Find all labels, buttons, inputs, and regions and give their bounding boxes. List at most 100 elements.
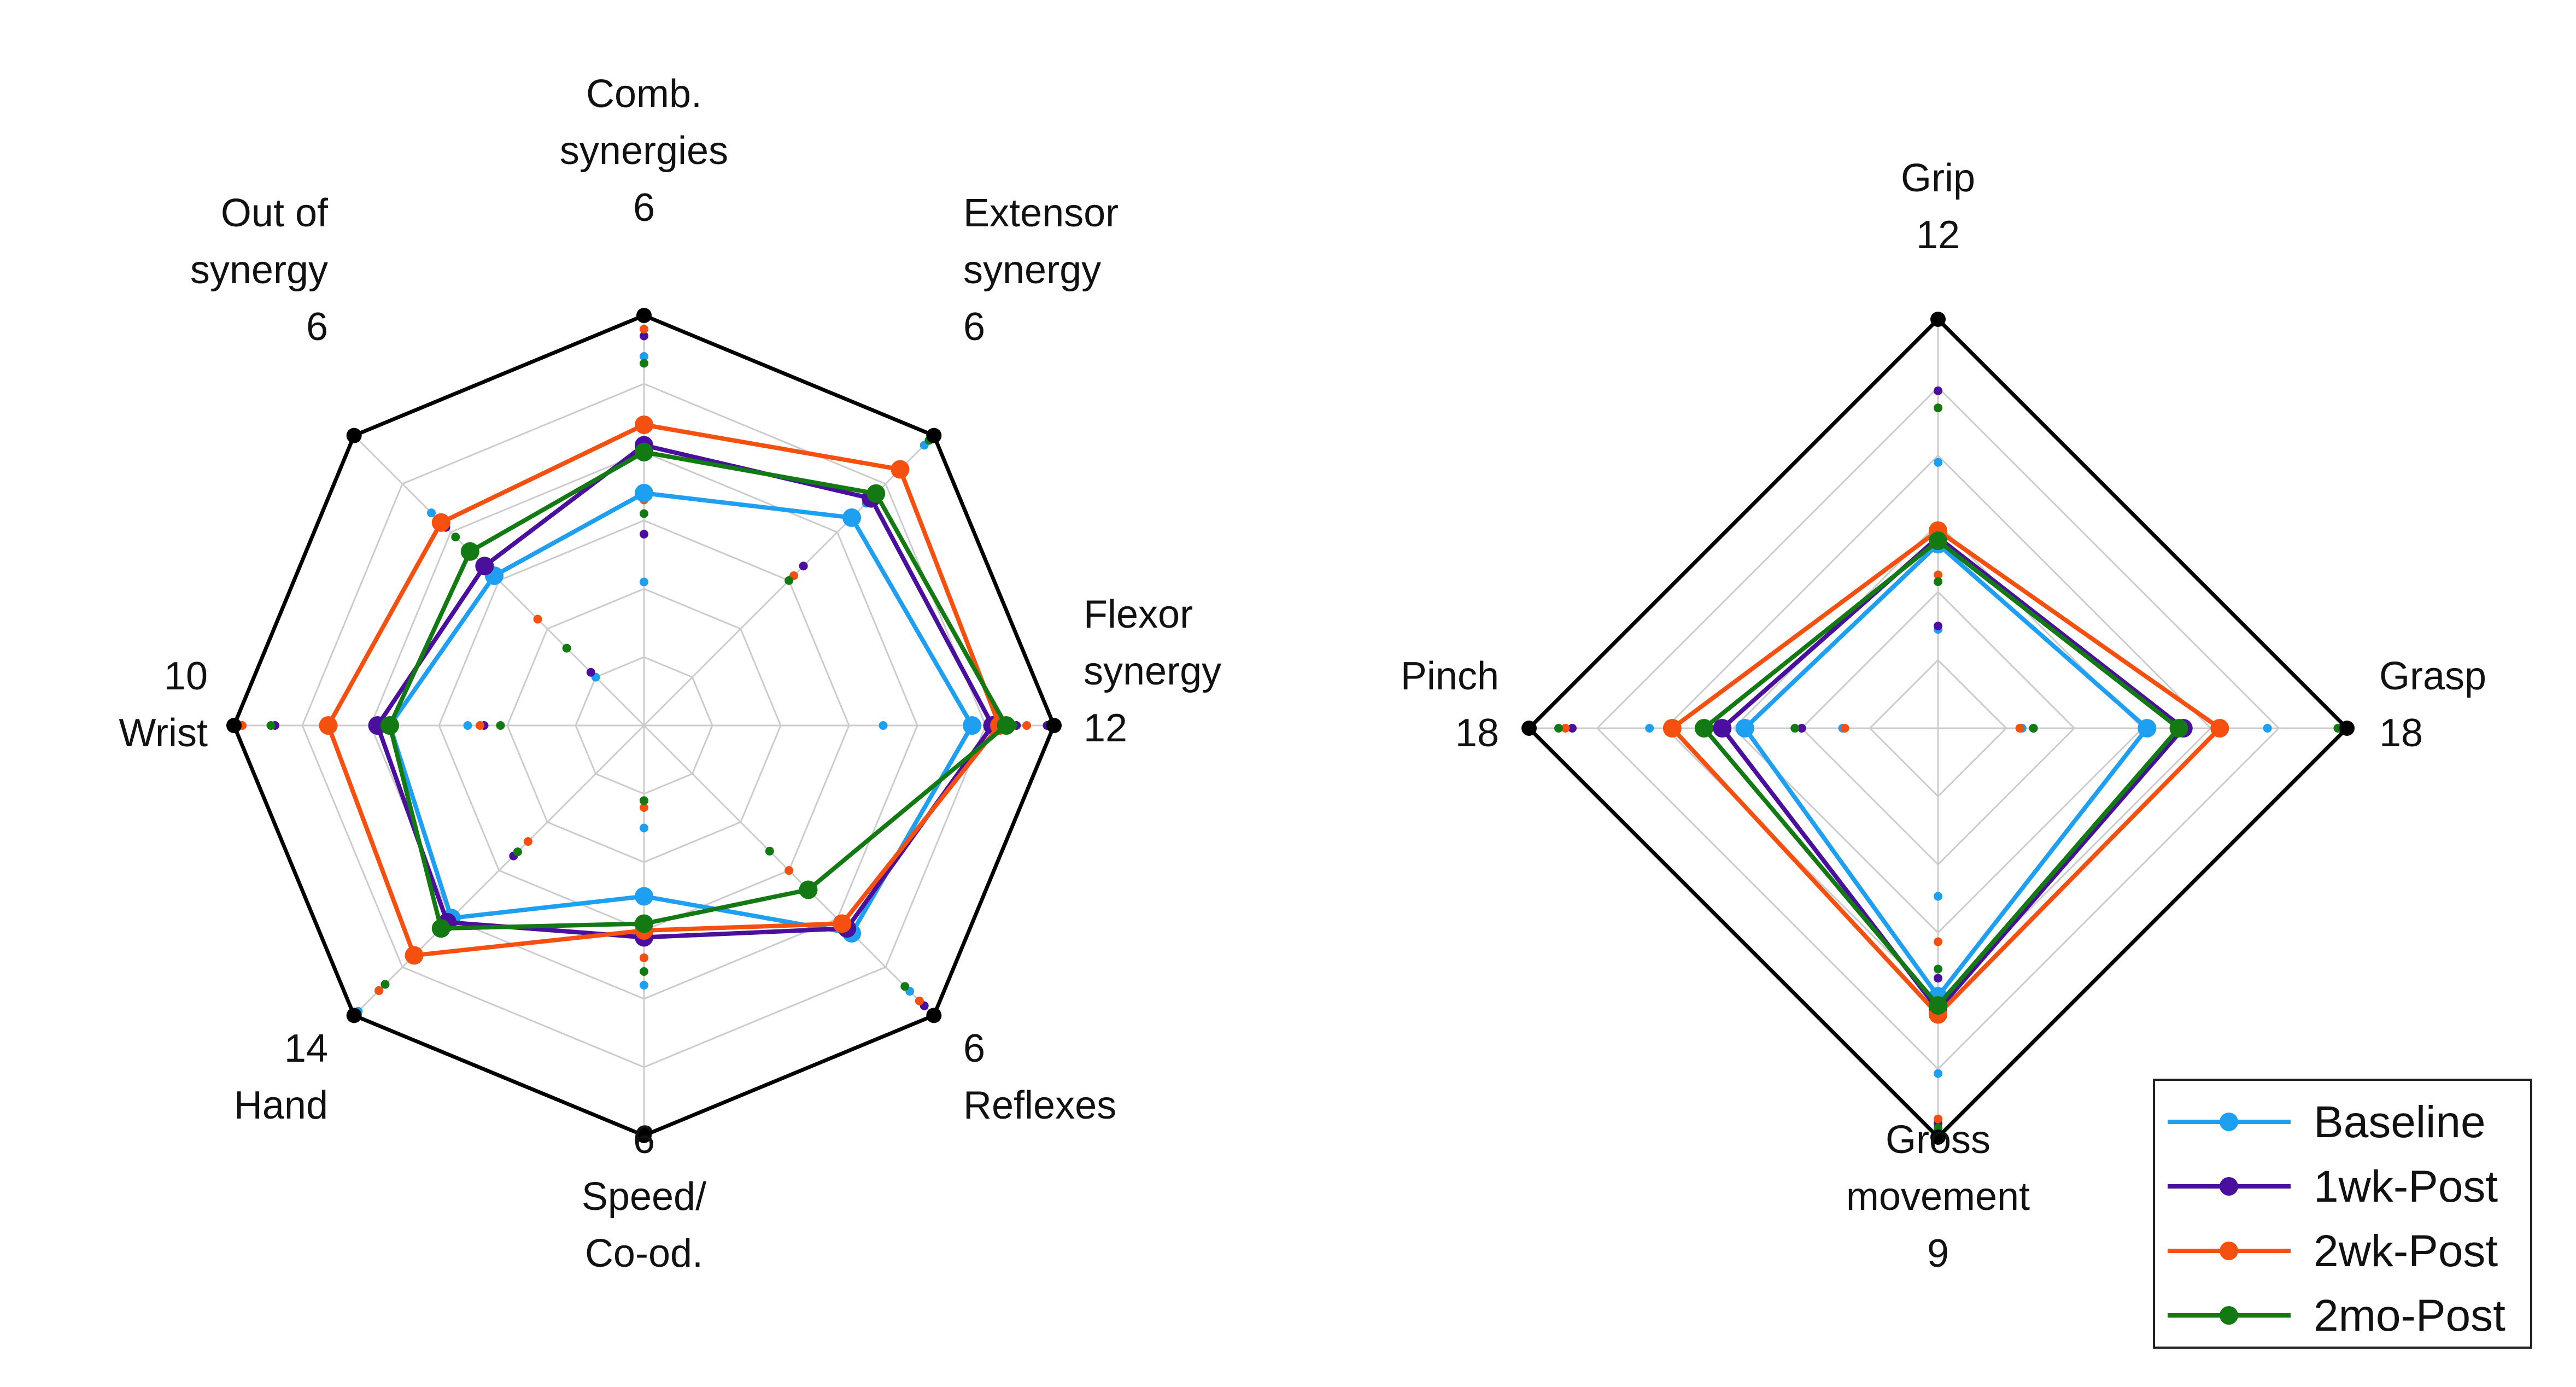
error-marker-2mo-post	[1790, 724, 1800, 733]
axis-label-line: Co-od.	[585, 1232, 703, 1275]
radar-chart-hand-function: Grip 12 Grasp 18 Gross movement 9 Pinch 18	[1401, 156, 2486, 1275]
legend-marker-2wk-post	[2220, 1242, 2238, 1260]
legend-label-2mo-post: 2mo-Post	[2314, 1291, 2505, 1341]
data-point-2mo-post	[1694, 719, 1713, 738]
error-marker-2mo-post	[1934, 403, 1942, 413]
error-marker-2wk-post	[1840, 724, 1849, 733]
axis-label-line: Hand	[234, 1084, 328, 1127]
error-marker-baseline	[640, 577, 648, 587]
error-marker-baseline	[1934, 892, 1942, 901]
axis-label: Grasp 18	[2379, 654, 2486, 755]
axis-label-line: 10	[164, 654, 208, 698]
data-point-2mo-post	[997, 716, 1016, 735]
axis-label: Flexor synergy 12	[1084, 593, 1221, 750]
axis-label-line: Pinch	[1401, 654, 1499, 698]
error-marker-2wk-post	[915, 996, 924, 1005]
axis-label-line: Wrist	[119, 711, 208, 755]
error-marker-1wk-post	[1567, 724, 1577, 733]
data-point-2mo-post	[635, 914, 653, 933]
data-point-1wk-post	[475, 557, 494, 576]
axis-label-line: movement	[1846, 1175, 2030, 1219]
data-point-2mo-post	[635, 443, 653, 461]
data-point-2wk-post	[1662, 719, 1682, 738]
error-marker-baseline	[640, 352, 648, 361]
error-marker-2mo-post	[640, 967, 648, 976]
error-marker-2wk-post	[784, 866, 794, 875]
axis-label-line: 6	[633, 186, 655, 230]
legend-label-2wk-post: 2wk-Post	[2314, 1226, 2498, 1276]
axis-label-line: 14	[284, 1027, 328, 1070]
error-marker-2wk-post	[533, 615, 542, 624]
axis-label-line: Extensor	[963, 191, 1119, 235]
data-point-2wk-post	[833, 914, 852, 933]
error-marker-2mo-post	[513, 847, 522, 857]
axis-label-line: Grasp	[2379, 654, 2486, 698]
error-marker-1wk-post	[1934, 622, 1942, 630]
axis-label: Grip 12	[1901, 156, 1975, 257]
axis-label-line: 12	[1084, 706, 1127, 750]
axis-label: Comb. synergies 6	[560, 72, 728, 230]
axis-label: Extensor synergy 6	[963, 191, 1119, 349]
axis-label-line: Gross	[1886, 1118, 1990, 1162]
data-point-baseline	[635, 887, 653, 906]
legend-marker-1wk-post	[2220, 1177, 2238, 1196]
axis-label-line: synergy	[963, 248, 1101, 292]
error-marker-baseline	[640, 981, 648, 990]
data-point-2wk-post	[635, 415, 653, 434]
error-marker-1wk-post	[586, 668, 595, 677]
error-marker-2mo-post	[640, 796, 648, 805]
data-point-baseline	[635, 484, 653, 502]
data-point-2mo-post	[2169, 719, 2188, 738]
data-point-2mo-post	[431, 919, 450, 938]
axis-vertex-dot	[1930, 312, 1946, 327]
data-point-2wk-post	[319, 716, 338, 735]
error-marker-2wk-post	[1561, 724, 1570, 733]
axis-label-line: 6	[963, 1027, 985, 1070]
error-marker-baseline	[879, 721, 888, 730]
data-point-2wk-post	[431, 513, 450, 532]
data-point-2mo-post	[867, 484, 886, 503]
error-marker-2wk-post	[374, 986, 384, 995]
error-marker-1wk-post	[1934, 974, 1942, 983]
series-line-baseline	[1742, 541, 2150, 1000]
data-point-baseline	[963, 716, 981, 735]
error-marker-baseline	[1645, 724, 1654, 733]
legend-label-1wk-post: 1wk-Post	[2314, 1162, 2498, 1212]
axis-label: 10 Wrist	[119, 654, 208, 755]
error-marker-2mo-post	[2029, 724, 2038, 733]
axis-vertex-dot	[346, 428, 362, 443]
axis-label: 14 Hand	[234, 1027, 328, 1127]
error-marker-2mo-post	[640, 509, 648, 518]
error-marker-1wk-post	[799, 561, 808, 571]
legend-marker-2mo-post	[2220, 1306, 2238, 1325]
data-point-2wk-post	[2210, 719, 2229, 738]
data-point-baseline	[2138, 719, 2157, 738]
error-marker-baseline	[427, 508, 436, 518]
axis-label: Gross movement 9	[1846, 1118, 2030, 1275]
axis-label-line: Flexor	[1084, 593, 1193, 636]
data-point-baseline	[842, 508, 862, 527]
axis-label: Out of synergy 6	[190, 191, 329, 349]
error-marker-2mo-post	[380, 980, 390, 989]
error-marker-1wk-post	[640, 331, 648, 341]
radar-chart-upper-extremity: Comb. synergies 6 Extensor synergy 6 Flexor syn…	[119, 72, 1221, 1275]
axis-label-line: 18	[1455, 711, 1499, 755]
error-marker-2mo-post	[1934, 964, 1942, 974]
axis-label-line: 12	[1916, 213, 1960, 257]
error-marker-2wk-post	[1934, 570, 1942, 580]
axis-vertex-dot	[636, 308, 652, 323]
axis-label-line: Out of	[221, 191, 329, 235]
error-marker-2mo-post	[765, 846, 774, 856]
axis-label-line: Speed/	[582, 1175, 706, 1219]
legend-marker-baseline	[2220, 1113, 2238, 1131]
data-point-2mo-post	[1929, 531, 1947, 551]
error-marker-2wk-post	[2015, 724, 2024, 733]
axis-label-line: Reflexes	[963, 1084, 1116, 1127]
axis-label-line: 9	[1927, 1232, 1949, 1275]
axis-vertex-dot	[226, 718, 242, 733]
legend-label-baseline: Baseline	[2314, 1097, 2486, 1147]
axis-vertex-dot	[926, 428, 942, 443]
error-marker-1wk-post	[1934, 386, 1942, 395]
error-marker-baseline	[1934, 1069, 1942, 1078]
axis-label-line: Comb.	[586, 72, 702, 116]
